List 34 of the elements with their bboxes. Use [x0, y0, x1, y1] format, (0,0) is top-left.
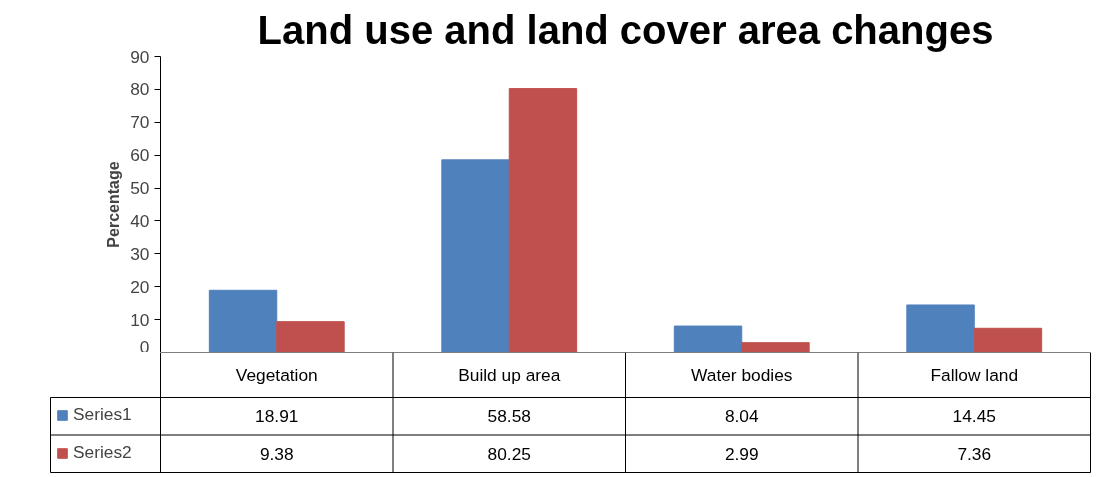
bar	[276, 321, 345, 352]
bar	[973, 327, 1043, 352]
y-tick-label: 10	[130, 309, 150, 330]
bar	[208, 289, 278, 352]
data-label: 8.04	[724, 406, 759, 427]
data-label: 14.45	[952, 406, 996, 427]
bar	[673, 325, 743, 352]
y-tick-label: 50	[130, 178, 150, 199]
y-tick-label: 60	[130, 145, 150, 166]
y-axis-title: Percentage	[105, 161, 123, 248]
y-tick-label: 90	[130, 46, 150, 67]
chart-title: Land use and land cover area changes	[257, 7, 994, 52]
legend-label: Series1	[73, 404, 132, 426]
bar	[441, 159, 510, 352]
x-tick-label: Water bodies	[691, 365, 793, 385]
y-tick-label: 80	[130, 79, 150, 100]
data-label: 7.36	[957, 443, 992, 464]
y-tick-label: 30	[130, 243, 150, 264]
bar	[906, 304, 975, 352]
data-label: 9.38	[259, 443, 294, 464]
bar	[741, 342, 810, 352]
x-tick-label: Build up area	[458, 365, 561, 385]
bar	[508, 88, 578, 352]
y-tick-label: 20	[130, 276, 150, 297]
y-tick-label: 70	[130, 112, 150, 133]
y-tick-label: 40	[130, 210, 150, 231]
data-label: 80.25	[487, 443, 531, 464]
legend-label: Series2	[73, 442, 132, 464]
data-label: 58.58	[487, 406, 531, 427]
data-label: 2.99	[724, 443, 759, 464]
x-tick-label: Vegetation	[235, 365, 318, 385]
data-label: 18.91	[255, 406, 299, 427]
x-tick-label: Fallow land	[930, 365, 1019, 385]
y-tick-label: 0	[139, 336, 150, 357]
